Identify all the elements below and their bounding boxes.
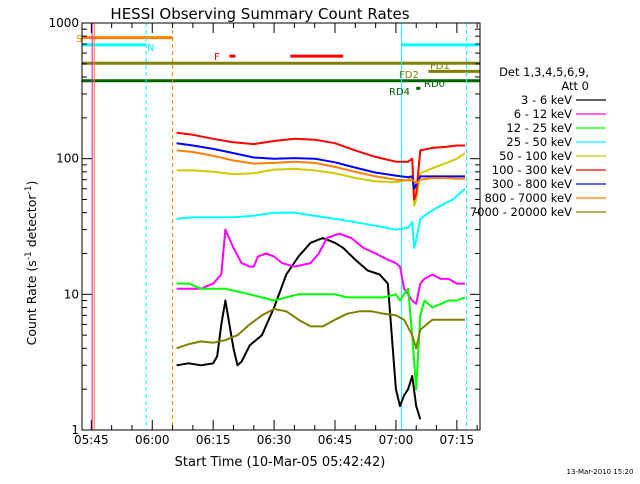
- legend-label: 6 - 12 keV: [514, 107, 572, 121]
- series-line-25-50-kev: [176, 188, 466, 249]
- annotation-fd1: FD1: [430, 61, 450, 72]
- x-tick-label: 07:00: [379, 433, 414, 447]
- flag-annotations: S N F FD1 FD2 RD0 RD4: [76, 34, 450, 98]
- legend-label: 3 - 6 keV: [521, 93, 572, 107]
- annotation-rd0: RD0: [424, 79, 445, 90]
- series-lines: [176, 131, 466, 420]
- series-line-12-25-kev: [176, 282, 466, 391]
- chart-title: HESSI Observing Summary Count Rates: [110, 5, 409, 23]
- annotation-f: F: [214, 52, 220, 63]
- series-line-6-12-kev: [176, 228, 465, 305]
- legend-label: 7000 - 20000 keV: [470, 205, 572, 219]
- footer-date: 13-Mar-2010 15:20: [567, 468, 634, 476]
- series-line-3-6-kev: [176, 237, 422, 420]
- x-tick-label: 06:15: [196, 433, 231, 447]
- legend-label: 12 - 25 keV: [506, 121, 572, 135]
- x-axis-label: Start Time (10-Mar-05 05:42:42): [175, 455, 386, 470]
- legend-label: 100 - 300 keV: [492, 163, 572, 177]
- legend-label: 300 - 800 keV: [492, 177, 572, 191]
- y-tick-label: 100: [56, 152, 79, 166]
- legend-title-line-2: Att 0: [561, 79, 589, 93]
- series-line-50-100-kev: [176, 152, 466, 207]
- x-tick-label: 07:15: [440, 433, 475, 447]
- legend-label: 800 - 7000 keV: [484, 191, 572, 205]
- y-axis-label: Count Rate (s-1 detector-1): [24, 181, 39, 346]
- legend-title-line-1: Det 1,3,4,5,6,9,: [499, 65, 589, 79]
- series-line-300-800-kev: [176, 142, 465, 190]
- y-tick-label: 10: [64, 287, 79, 301]
- y-tick-label: 1000: [48, 16, 79, 30]
- y-tick-label: 1: [71, 423, 79, 437]
- x-tick-label: 06:00: [135, 433, 170, 447]
- annotation-rd4: RD4: [389, 87, 410, 98]
- flag-bars: [82, 36, 480, 90]
- legend-label: 25 - 50 keV: [506, 135, 572, 149]
- plot-frame: [81, 22, 481, 431]
- x-tick-label: 06:45: [318, 433, 353, 447]
- series-line-800-7000-kev: [176, 149, 465, 185]
- annotation-fd2: FD2: [399, 70, 419, 81]
- x-tick-label: 05:45: [74, 433, 109, 447]
- annotation-n: N: [147, 43, 154, 54]
- legend-label: 50 - 100 keV: [499, 149, 572, 163]
- series-line-100-300-kev: [176, 131, 465, 201]
- annotation-s: S: [76, 34, 82, 45]
- series-line-7000-20000-kev: [176, 308, 465, 350]
- vertical-markers: [91, 23, 468, 430]
- x-tick-label: 06:30: [257, 433, 292, 447]
- axes: 05:45 06:00 06:15 06:30 06:45 07:00 07:15 1 10 10…: [48, 16, 481, 447]
